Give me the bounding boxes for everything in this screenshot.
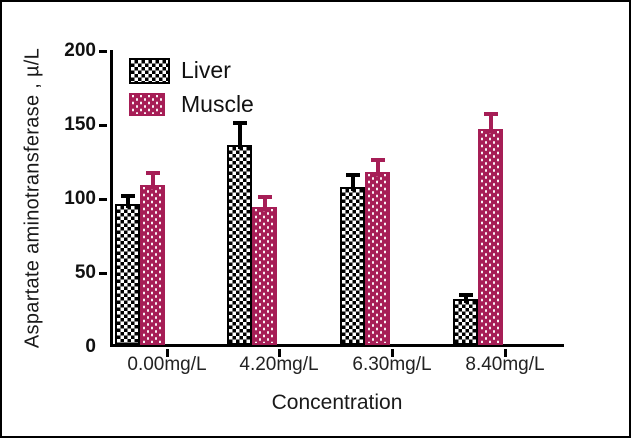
x-tick-mark xyxy=(390,349,394,357)
x-axis-line xyxy=(110,344,564,347)
x-tick-label: 0.00mg/L xyxy=(127,354,207,375)
liver-swatch-icon xyxy=(129,57,170,84)
legend-label-muscle: Muscle xyxy=(181,91,254,117)
y-tick-label: 50 xyxy=(74,262,96,283)
legend-item-muscle: Muscle xyxy=(129,91,254,118)
x-tick-label: 6.30mg/L xyxy=(352,354,432,375)
error-bar-cap-muscle xyxy=(145,171,160,176)
error-bar-cap-muscle xyxy=(483,112,498,117)
y-axis-line xyxy=(110,50,113,347)
bar-liver xyxy=(453,299,478,345)
x-tick-label: 4.20mg/L xyxy=(239,354,319,375)
plot-area: 0 50 100 150 200 xyxy=(64,40,564,357)
bar-muscle xyxy=(140,185,165,345)
legend-item-liver: Liver xyxy=(129,57,254,84)
error-bar-cap-liver xyxy=(120,193,135,198)
y-tick-mark xyxy=(99,271,107,275)
y-tick-label: 100 xyxy=(64,188,96,209)
bar-muscle xyxy=(252,207,277,345)
x-tick-label: 8.40mg/L xyxy=(465,354,545,375)
x-axis-title: Concentration xyxy=(271,391,403,414)
bar-muscle xyxy=(365,171,390,345)
y-tick-mark xyxy=(99,49,107,53)
error-bar-cap-liver xyxy=(232,121,247,125)
error-bar-cap-muscle xyxy=(370,158,385,162)
error-bar-stem-muscle xyxy=(150,173,155,190)
error-bar-cap-liver xyxy=(345,172,360,177)
muscle-swatch-icon xyxy=(129,93,165,116)
y-axis-title: Aspartate aminotransferase , µ/L xyxy=(21,47,44,349)
bar-muscle xyxy=(478,128,503,345)
legend-label-liver: Liver xyxy=(181,57,231,83)
error-bar-stem-muscle xyxy=(262,197,267,212)
x-tick-mark xyxy=(277,349,281,357)
error-bar-stem-liver xyxy=(237,123,242,150)
legend: Liver Muscle xyxy=(129,57,254,118)
y-tick-label: 200 xyxy=(64,40,96,61)
error-bar-stem-liver xyxy=(350,174,355,191)
y-tick-mark xyxy=(99,123,107,127)
y-tick-label: 150 xyxy=(64,114,96,135)
bar-liver xyxy=(115,204,140,345)
error-bar-stem-muscle xyxy=(375,160,380,176)
y-tick-mark xyxy=(99,197,107,201)
error-bar-stem-liver xyxy=(463,294,468,304)
x-tick-mark xyxy=(503,349,507,357)
error-bar-stem-muscle xyxy=(488,114,493,133)
bar-liver xyxy=(227,145,252,345)
x-tick-mark xyxy=(165,349,169,357)
bar-liver xyxy=(340,186,365,345)
error-bar-cap-liver xyxy=(458,292,473,297)
y-tick-label: 0 xyxy=(85,336,96,357)
error-bar-stem-liver xyxy=(125,195,130,209)
error-bar-cap-muscle xyxy=(257,195,272,199)
